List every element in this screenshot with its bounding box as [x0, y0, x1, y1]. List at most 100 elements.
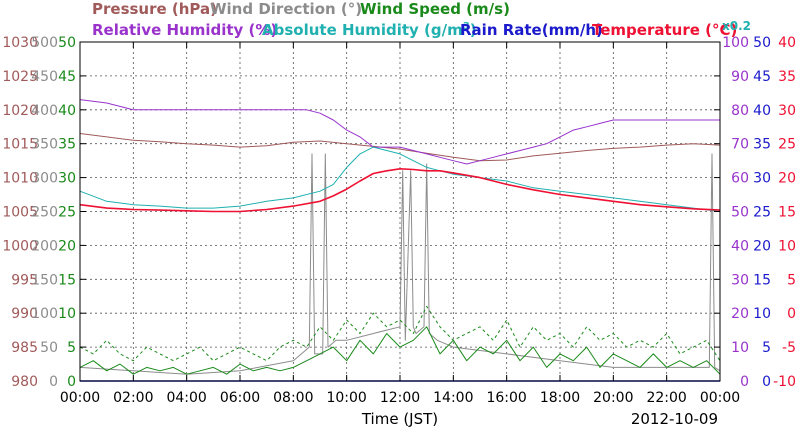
y-tick-label-wind-direction: 50 [40, 340, 58, 356]
legend-absolute-humidity-tail: ) [470, 21, 477, 39]
x-tick-label: 20:00 [593, 390, 633, 406]
y-tick-label-rain-rate: 30 [753, 171, 771, 187]
series-line-pressure [79, 133, 721, 162]
y-tick-label-wind-direction: 100 [31, 306, 58, 322]
legend-absolute-humidity-sup: 3 [463, 21, 470, 32]
legend-temperature: Temperature (°C) [592, 21, 737, 39]
y-tick-label-pressure: 1015 [2, 137, 38, 153]
y-tick-label-pressure: 990 [11, 306, 38, 322]
legend-row-2: Relative Humidity (%) Absolute Humidity … [92, 19, 751, 39]
tick-marks [79, 41, 721, 382]
x-tick-label: 04:00 [166, 390, 206, 406]
legend-wind-direction: Wind Direction (°) [210, 0, 362, 18]
y-tick-label-relative-humidity: 0 [740, 374, 749, 390]
y-tick-label-temperature: -5 [782, 340, 796, 356]
x-tick-label: 16:00 [486, 390, 526, 406]
legend-rain-rate: Rain Rate(mm/h) [460, 21, 603, 39]
x-tick-label: 10:00 [326, 390, 366, 406]
x-tick-label: 22:00 [646, 390, 686, 406]
x-tick-label: 00:00 [700, 390, 740, 406]
y-tick-label-rain-rate: 50 [753, 35, 771, 51]
y-tick-label-rain-rate: 15 [753, 272, 771, 288]
y-tick-label-relative-humidity: 70 [731, 137, 749, 153]
y-tick-label-temperature: -10 [773, 374, 796, 390]
y-tick-label-rain-rate: 20 [753, 238, 771, 254]
y-tick-label-pressure: 1020 [2, 103, 38, 119]
y-tick-label-temperature: 30 [778, 103, 796, 119]
y-tick-label-rain-rate: 40 [753, 103, 771, 119]
y-tick-label-wind-direction: 0 [49, 374, 58, 390]
y-tick-label-pressure: 985 [11, 340, 38, 356]
x-tick-label: 12:00 [380, 390, 420, 406]
series-line-temperature [79, 168, 721, 213]
y-tick-label-wind-direction: 400 [31, 103, 58, 119]
y-tick-label-relative-humidity: 20 [731, 306, 749, 322]
y-tick-label-rain-rate: 35 [753, 137, 771, 153]
y-tick-label-pressure: 1010 [2, 171, 38, 187]
y-tick-label-wind-speed: 0 [67, 374, 76, 390]
legend-pressure: Pressure (hPa) [92, 0, 217, 18]
y-tick-label-rain-rate: 10 [753, 306, 771, 322]
y-tick-label-wind-direction: 300 [31, 171, 58, 187]
y-tick-label-pressure: 995 [11, 272, 38, 288]
y-tick-label-wind-speed: 10 [58, 306, 76, 322]
y-tick-label-relative-humidity: 80 [731, 103, 749, 119]
y-tick-label-relative-humidity: 30 [731, 272, 749, 288]
y-tick-label-temperature: 35 [778, 69, 796, 85]
y-tick-label-pressure: 1025 [2, 69, 38, 85]
legend-wind-speed: Wind Speed (m/s) [360, 0, 510, 18]
date-label: 2012-10-09 [631, 410, 718, 428]
y-tick-label-wind-direction: 350 [31, 137, 58, 153]
y-tick-label-wind-speed: 35 [58, 137, 76, 153]
y-tick-label-pressure: 980 [11, 374, 38, 390]
x-tick-label: 00:00 [60, 390, 100, 406]
y-tick-label-pressure: 1005 [2, 205, 38, 221]
y-tick-label-relative-humidity: 10 [731, 340, 749, 356]
y-tick-label-wind-direction: 150 [31, 272, 58, 288]
y-tick-label-temperature: 15 [778, 205, 796, 221]
legend-absolute-humidity: Absolute Humidity (g/m3) [262, 21, 477, 39]
y-tick-label-wind-speed: 50 [58, 35, 76, 51]
y-tick-label-temperature: 40 [778, 35, 796, 51]
x-axis: 00:00 02:00 04:00 06:00 08:00 10:00 12:00 14:00… [60, 390, 740, 406]
x-tick-label: 18:00 [540, 390, 580, 406]
y-tick-label-wind-speed: 45 [58, 69, 76, 85]
x-tick-label: 06:00 [220, 390, 260, 406]
y-tick-label-rain-rate: 5 [762, 340, 771, 356]
x-tick-label: 14:00 [433, 390, 473, 406]
right-axes: 0102030405060708090100051015202530354045… [722, 35, 796, 390]
y-tick-label-wind-direction: 450 [31, 69, 58, 85]
y-tick-label-rain-rate: 0 [762, 374, 771, 390]
y-tick-label-temperature: 0 [787, 306, 796, 322]
y-tick-label-relative-humidity: 100 [722, 35, 749, 51]
y-tick-label-temperature: 20 [778, 171, 796, 187]
legend-relative-humidity: Relative Humidity (%) [92, 21, 277, 39]
y-tick-label-pressure: 1030 [2, 35, 38, 51]
left-axes: 9809859909951000100510101015102010251030… [2, 35, 76, 390]
series-line-wind-direction [79, 153, 721, 375]
y-tick-label-rain-rate: 45 [753, 69, 771, 85]
y-tick-label-wind-speed: 15 [58, 272, 76, 288]
series-line-relative-humidity [79, 99, 720, 165]
series-line-wind-speed [79, 326, 721, 375]
series-line-absolute-humidity [79, 146, 721, 212]
y-tick-label-relative-humidity: 40 [731, 238, 749, 254]
y-tick-label-wind-direction: 500 [31, 35, 58, 51]
y-tick-label-wind-direction: 250 [31, 205, 58, 221]
y-tick-label-wind-direction: 200 [31, 238, 58, 254]
y-tick-label-rain-rate: 25 [753, 205, 771, 221]
y-tick-label-temperature: 10 [778, 238, 796, 254]
y-tick-label-relative-humidity: 60 [731, 171, 749, 187]
y-tick-label-relative-humidity: 50 [731, 205, 749, 221]
legend-row-1: Pressure (hPa) Wind Direction (°) Wind S… [92, 0, 510, 18]
y-tick-label-wind-speed: 20 [58, 238, 76, 254]
legend-absolute-humidity-text: Absolute Humidity (g/m [262, 21, 463, 39]
y-tick-label-relative-humidity: 90 [731, 69, 749, 85]
y-tick-label-pressure: 1000 [2, 238, 38, 254]
series-line-wind-gust [79, 305, 721, 362]
grid [80, 42, 720, 381]
legend-scale-note: x0.2 [722, 19, 751, 33]
y-tick-label-temperature: 5 [787, 272, 796, 288]
x-tick-label: 02:00 [113, 390, 153, 406]
